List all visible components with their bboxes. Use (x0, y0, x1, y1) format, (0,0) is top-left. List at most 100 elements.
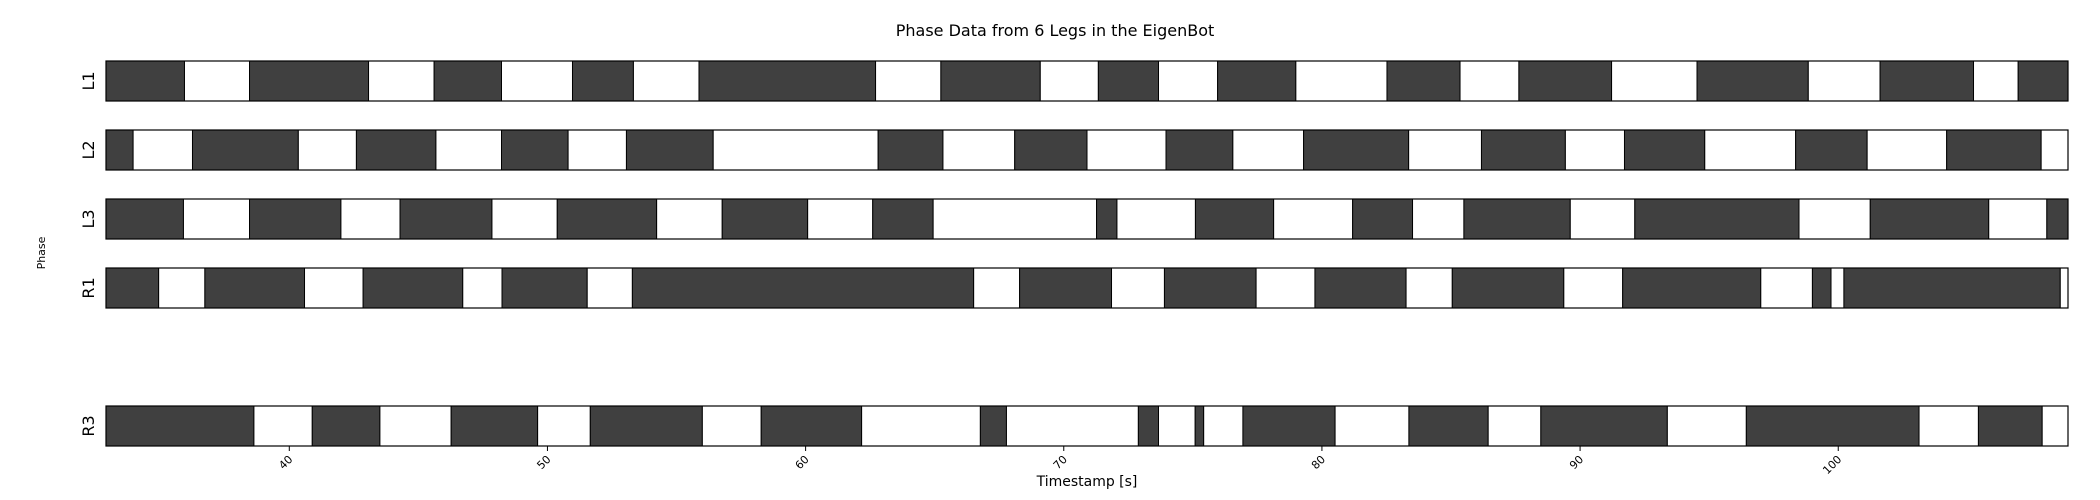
swing-segment (712, 129, 879, 171)
swing-segment (861, 405, 981, 447)
row-label: L3 (79, 209, 98, 228)
stance-segment (1137, 405, 1160, 447)
stance-segment (1463, 198, 1571, 240)
stance-segment (1194, 198, 1275, 240)
row-label: R1 (79, 277, 98, 298)
row-frame (105, 60, 2069, 102)
row-label: R3 (79, 415, 98, 436)
stance-segment (1217, 60, 1297, 102)
swing-segment (1760, 267, 1813, 309)
swing-segment (807, 198, 874, 240)
stance-segment (2046, 198, 2069, 240)
phase-row-l3: L3 (79, 198, 2069, 240)
stance-segment (2017, 60, 2069, 102)
stance-segment (1408, 405, 1489, 447)
stance-segment (1163, 267, 1257, 309)
row-label: L2 (79, 140, 98, 159)
stance-segment (1811, 267, 1832, 309)
swing-segment (1203, 405, 1244, 447)
swing-segment (1611, 60, 1698, 102)
stance-segment (760, 405, 863, 447)
swing-segment (875, 60, 942, 102)
swing-segment (1563, 267, 1624, 309)
swing-segment (1830, 267, 1845, 309)
swing-segment (1295, 60, 1388, 102)
stance-segment (1622, 267, 1762, 309)
swing-segment (379, 405, 452, 447)
swing-segment (1487, 405, 1542, 447)
x-tick-label: 70 (1051, 453, 1070, 472)
swing-segment (1116, 198, 1196, 240)
swing-segment (2040, 129, 2069, 171)
stance-segment (1352, 198, 1414, 240)
stance-segment (501, 267, 588, 309)
stance-segment (571, 60, 634, 102)
stance-segment (1977, 405, 2043, 447)
swing-segment (182, 198, 251, 240)
x-axis-label: Timestamp [s] (1036, 474, 1138, 490)
swing-segment (158, 267, 206, 309)
swing-segment (1005, 405, 1139, 447)
swing-segment (435, 129, 502, 171)
swing-segment (932, 198, 1098, 240)
swing-segment (1039, 60, 1099, 102)
stance-segment (204, 267, 306, 309)
swing-segment (1807, 60, 1881, 102)
x-tick-label: 50 (534, 453, 553, 472)
swing-segment (1405, 267, 1453, 309)
stance-segment (105, 60, 185, 102)
stance-segment (877, 129, 944, 171)
stance-segment (1946, 129, 2042, 171)
stance-segment (1795, 129, 1868, 171)
stance-segment (721, 198, 809, 240)
row-frame (105, 405, 2069, 447)
swing-segment (1569, 198, 1636, 240)
stance-segment (1745, 405, 1920, 447)
stance-segment (1540, 405, 1668, 447)
stance-segment (355, 129, 437, 171)
stance-segment (105, 129, 134, 171)
stance-segment (362, 267, 464, 309)
swing-segment (501, 60, 573, 102)
stance-segment (1096, 198, 1118, 240)
swing-segment (183, 60, 251, 102)
stance-segment (1242, 405, 1336, 447)
stance-segment (589, 405, 703, 447)
swing-segment (297, 129, 357, 171)
swing-segment (491, 198, 558, 240)
chart-title: Phase Data from 6 Legs in the EigenBot (896, 21, 1215, 40)
stance-segment (1869, 198, 1990, 240)
phase-row-l1: L1 (79, 60, 2069, 102)
swing-segment (1232, 129, 1305, 171)
stance-segment (1843, 267, 2061, 309)
swing-segment (632, 60, 700, 102)
swing-segment (942, 129, 1016, 171)
x-tick-label: 40 (276, 453, 295, 472)
swing-segment (132, 129, 193, 171)
stance-segment (105, 405, 255, 447)
x-tick-label: 100 (1820, 453, 1844, 477)
stance-segment (1314, 267, 1407, 309)
stance-segment (105, 198, 184, 240)
phase-rows: L1 L2 L3 R1 R3 (79, 60, 2069, 447)
row-label: L1 (79, 71, 98, 90)
row-frame (105, 267, 2069, 309)
swing-segment (2059, 267, 2069, 309)
swing-segment (656, 198, 723, 240)
stance-segment (1097, 60, 1160, 102)
swing-segment (1666, 405, 1747, 447)
swing-segment (1412, 198, 1465, 240)
stance-segment (501, 129, 569, 171)
stance-segment (1480, 129, 1566, 171)
swing-segment (340, 198, 401, 240)
stance-segment (311, 405, 381, 447)
stance-segment (191, 129, 299, 171)
swing-segment (586, 267, 633, 309)
stance-segment (450, 405, 539, 447)
swing-segment (1918, 405, 1979, 447)
swing-segment (1866, 129, 1948, 171)
stance-segment (1879, 60, 1975, 102)
stance-segment (249, 198, 342, 240)
stance-segment (1518, 60, 1613, 102)
y-axis-label: Phase (35, 236, 48, 269)
